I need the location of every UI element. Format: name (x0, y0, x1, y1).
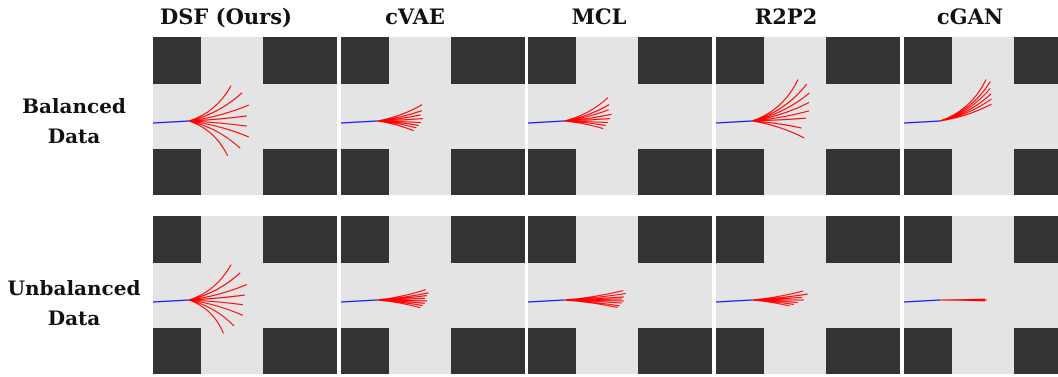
building-block (904, 149, 952, 195)
predicted-trajectory (939, 299, 986, 302)
building-block (716, 216, 764, 263)
history-trajectory (153, 299, 190, 303)
building-block (1014, 149, 1058, 195)
trajectory-plot (341, 37, 525, 195)
panel-balanced-0 (153, 37, 337, 195)
building-block (341, 149, 389, 195)
history-trajectory (341, 299, 378, 303)
building-block (638, 149, 712, 195)
trajectory-plot (153, 216, 337, 374)
building-block (1014, 216, 1058, 263)
predicted-trajectory (939, 93, 992, 122)
column-title-mcl: MCL (571, 4, 627, 29)
building-block (826, 328, 900, 374)
building-block (716, 328, 764, 374)
predicted-trajectory (188, 120, 250, 138)
building-block (153, 328, 201, 374)
trajectory-plot (528, 216, 712, 374)
predicted-trajectory (939, 103, 992, 122)
predicted-trajectory (751, 120, 805, 139)
building-block (826, 37, 900, 84)
building-block (716, 149, 764, 195)
predicted-trajectory (376, 299, 421, 309)
building-block (263, 216, 337, 263)
predicted-trajectory (376, 120, 414, 132)
building-block (451, 216, 525, 263)
panel-balanced-4 (904, 37, 1058, 195)
building-block (1014, 328, 1058, 374)
panel-balanced-1 (341, 37, 525, 195)
panel-balanced-3 (716, 37, 900, 195)
predicted-trajectory (563, 120, 604, 130)
row-label-unbalanced: Unbalanced Data (0, 273, 148, 333)
building-block (826, 149, 900, 195)
building-block (638, 37, 712, 84)
row-label-balanced-line1: Balanced (22, 94, 126, 118)
building-block (263, 149, 337, 195)
building-block (153, 149, 201, 195)
trajectory-plot (153, 37, 337, 195)
building-block (153, 216, 201, 263)
history-trajectory (528, 299, 565, 303)
building-block (904, 37, 952, 84)
column-title-cgan: cGAN (936, 4, 1004, 29)
building-block (341, 216, 389, 263)
panel-unbalanced-4 (904, 216, 1058, 374)
building-block (638, 328, 712, 374)
trajectory-plot (904, 37, 1058, 195)
trajectory-plot (528, 37, 712, 195)
predicted-trajectory (188, 120, 241, 149)
building-block (528, 149, 576, 195)
panel-unbalanced-1 (341, 216, 525, 374)
building-block (451, 37, 525, 84)
history-trajectory (528, 120, 565, 124)
history-trajectory (904, 120, 941, 124)
building-block (451, 149, 525, 195)
building-block (528, 37, 576, 84)
history-trajectory (716, 299, 753, 303)
building-block (716, 37, 764, 84)
panel-unbalanced-2 (528, 216, 712, 374)
row-label-balanced-line2: Data (47, 124, 101, 148)
row-label-balanced: Balanced Data (0, 91, 148, 151)
column-title-r2p2: R2P2 (754, 4, 818, 29)
predicted-trajectory (188, 92, 243, 122)
building-block (451, 328, 525, 374)
building-block (341, 328, 389, 374)
building-block (341, 37, 389, 84)
panel-balanced-2 (528, 37, 712, 195)
building-block (904, 328, 952, 374)
history-trajectory (341, 120, 378, 124)
trajectory-plot (716, 216, 900, 374)
panel-unbalanced-0 (153, 216, 337, 374)
trajectory-plot (341, 216, 525, 374)
predicted-trajectory (188, 85, 232, 122)
building-block (1014, 37, 1058, 84)
column-title-cvae: cVAE (385, 4, 445, 29)
history-trajectory (904, 299, 941, 303)
row-label-unbalanced-line1: Unbalanced (7, 276, 141, 300)
building-block (638, 216, 712, 263)
predicted-trajectory (751, 299, 790, 307)
trajectory-plot (716, 37, 900, 195)
building-block (826, 216, 900, 263)
row-label-unbalanced-line2: Data (47, 306, 101, 330)
building-block (153, 37, 201, 84)
building-block (904, 216, 952, 263)
building-block (528, 328, 576, 374)
predicted-trajectory (188, 272, 241, 301)
history-trajectory (716, 120, 753, 124)
predicted-trajectory (563, 299, 618, 309)
history-trajectory (153, 120, 190, 124)
panel-unbalanced-3 (716, 216, 900, 374)
building-block (263, 37, 337, 84)
trajectory-plot (904, 216, 1058, 374)
predicted-trajectory (188, 120, 229, 157)
column-title-dsf: DSF (Ours) (160, 4, 292, 29)
building-block (263, 328, 337, 374)
building-block (528, 216, 576, 263)
predicted-trajectory (188, 264, 232, 301)
predicted-trajectory (751, 83, 808, 122)
predicted-trajectory (188, 299, 225, 334)
